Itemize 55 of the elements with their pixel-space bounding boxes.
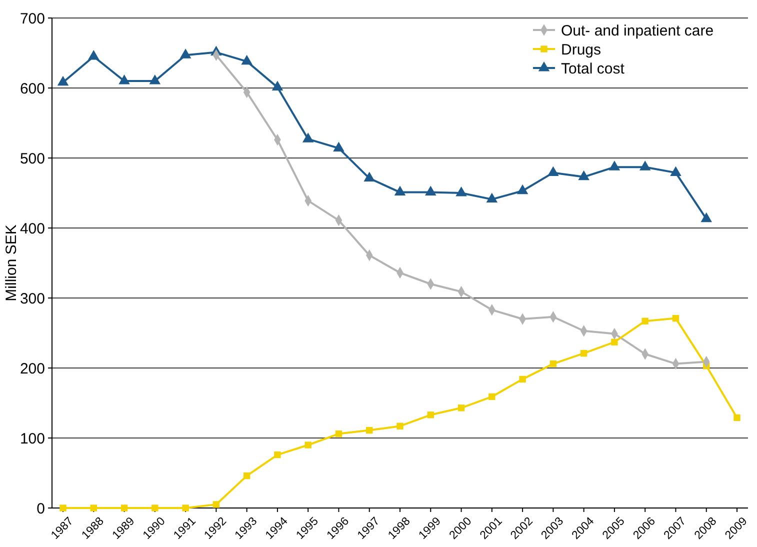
point [456,186,467,196]
y-tick-label: 300 [20,290,45,308]
point [672,314,680,322]
point [578,170,590,180]
point [364,172,375,182]
y-tick-label: 400 [20,220,45,238]
point [180,48,192,58]
point [118,74,130,84]
y-tick-label: 200 [20,360,45,378]
y-tick-label: 700 [20,10,45,28]
point [486,192,498,203]
point [90,504,97,512]
point [333,142,344,152]
point [519,376,526,383]
point [611,338,618,346]
point [734,414,740,422]
y-axis-title: Million SEK [3,224,20,302]
point [427,412,434,418]
legend-label: Total cost [561,60,626,78]
point [548,166,559,176]
point [550,360,557,368]
point [335,430,342,438]
point [182,504,189,512]
point [120,504,128,512]
point [241,54,252,65]
point [670,166,682,176]
y-tick-label: 0 [36,500,45,518]
point [88,50,100,60]
point [149,74,161,84]
y-tick-label: 600 [20,80,45,98]
point [212,501,220,508]
y-tick-label: 100 [20,430,45,448]
point [366,426,373,434]
point [639,160,651,170]
point [516,184,528,194]
point [274,451,281,458]
point [304,442,312,448]
point [396,422,404,430]
point [272,80,284,91]
point [302,132,314,142]
point [243,472,250,480]
point [394,186,406,196]
point [458,404,465,412]
legend-label: Out- and inpatient care [561,22,714,40]
point [425,186,436,196]
legend-label: Drugs [561,41,602,58]
point [488,393,496,400]
y-tick-label: 500 [20,150,45,168]
point [608,160,620,170]
point [152,504,158,512]
point [642,318,648,324]
point [57,76,69,86]
point [60,504,66,512]
point [580,350,588,357]
point [700,212,712,222]
